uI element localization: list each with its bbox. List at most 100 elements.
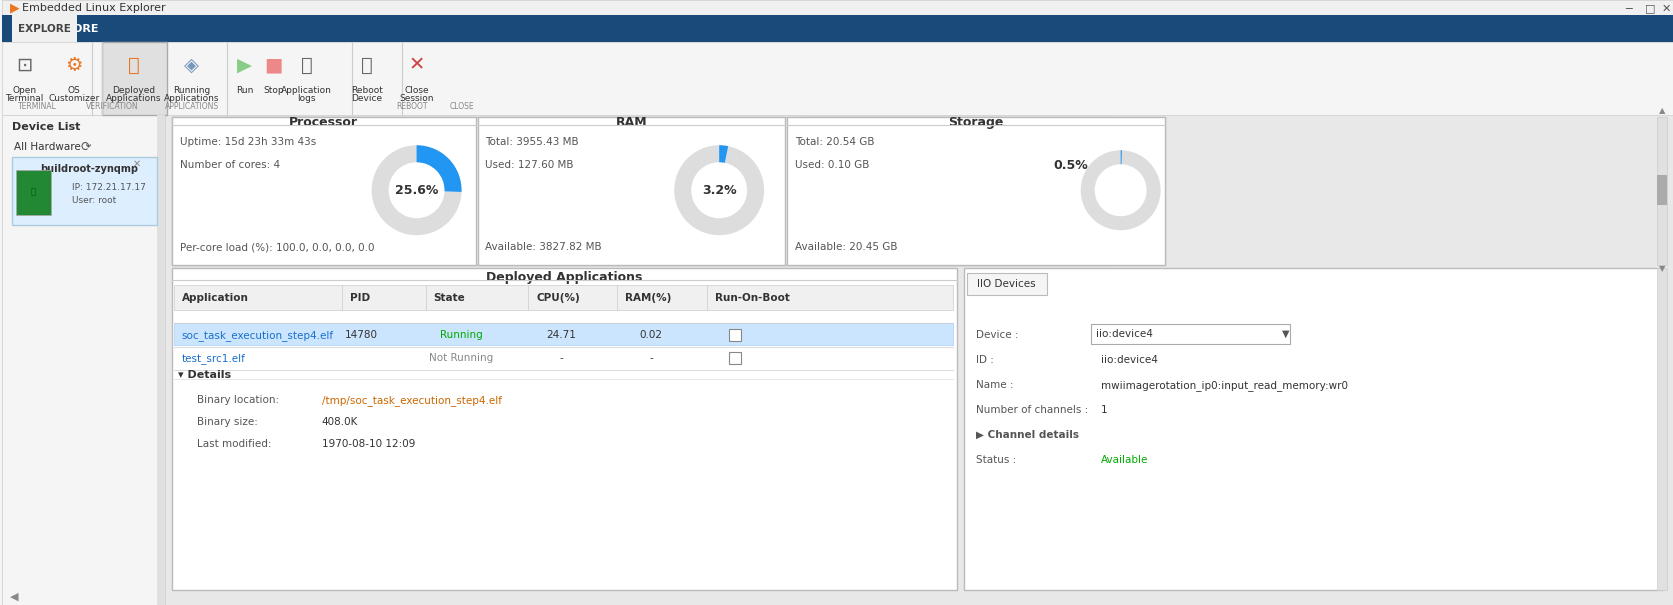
- Text: Uptime: 15d 23h 33m 43s: Uptime: 15d 23h 33m 43s: [179, 137, 316, 147]
- Bar: [172, 268, 957, 590]
- Text: Embedded Linux Explorer: Embedded Linux Explorer: [22, 4, 166, 13]
- Bar: [801, 117, 1109, 265]
- Text: Applications: Applications: [164, 94, 219, 103]
- Bar: [12, 157, 157, 225]
- Text: Application: Application: [182, 293, 249, 303]
- Bar: [729, 329, 741, 341]
- Text: 408.0K: 408.0K: [321, 417, 358, 427]
- Text: 0.02: 0.02: [639, 330, 663, 340]
- Bar: [967, 273, 1046, 295]
- Text: Storage: Storage: [947, 116, 1002, 129]
- Text: ▶: ▶: [10, 2, 20, 15]
- Text: iio:device4: iio:device4: [1101, 355, 1156, 365]
- Text: ■: ■: [264, 56, 283, 75]
- Bar: [964, 268, 1661, 590]
- Text: PID: PID: [350, 293, 370, 303]
- Text: ▼: ▼: [1658, 264, 1665, 273]
- Text: Deployed Applications: Deployed Applications: [485, 270, 642, 284]
- Text: User: root: User: root: [72, 196, 115, 204]
- Bar: [1656, 117, 1666, 265]
- Text: ◈: ◈: [184, 56, 199, 75]
- Text: RAM(%): RAM(%): [626, 293, 671, 303]
- Text: ─: ─: [1624, 4, 1631, 13]
- Text: Binary location:: Binary location:: [197, 395, 279, 405]
- Text: All Hardware: All Hardware: [13, 142, 80, 152]
- Bar: [786, 117, 1164, 265]
- Text: ✕: ✕: [132, 159, 141, 168]
- Bar: [12, 15, 77, 42]
- Text: CPU(%): CPU(%): [535, 293, 581, 303]
- Text: soc_task_execution_step4.elf: soc_task_execution_step4.elf: [182, 330, 335, 341]
- Text: 25.6%: 25.6%: [395, 184, 438, 197]
- Bar: [1656, 268, 1666, 590]
- Text: Name :: Name :: [975, 380, 1012, 390]
- Text: Reboot: Reboot: [351, 86, 383, 95]
- Bar: [102, 42, 167, 116]
- Text: Deployed: Deployed: [112, 86, 156, 95]
- Bar: [477, 117, 785, 265]
- Bar: [1091, 324, 1290, 344]
- Text: Status :: Status :: [975, 455, 1016, 465]
- Text: State: State: [433, 293, 465, 303]
- Text: Running: Running: [174, 86, 211, 95]
- Text: Session: Session: [400, 94, 433, 103]
- Text: 14780: 14780: [345, 330, 378, 340]
- Text: Applications: Applications: [105, 94, 162, 103]
- Bar: [1656, 175, 1666, 205]
- Text: Open: Open: [12, 86, 37, 95]
- Text: EXPLORE: EXPLORE: [18, 24, 70, 34]
- Text: Terminal: Terminal: [5, 94, 43, 103]
- Bar: [172, 117, 475, 265]
- Text: REBOOT: REBOOT: [395, 102, 427, 111]
- Text: logs: logs: [298, 94, 316, 103]
- Text: Run: Run: [236, 86, 253, 95]
- Text: ✕: ✕: [1661, 4, 1670, 13]
- Text: EXPLORE: EXPLORE: [42, 24, 99, 34]
- Text: ⚙: ⚙: [65, 56, 82, 75]
- Text: 3.2%: 3.2%: [701, 184, 736, 197]
- Text: ▲: ▲: [1658, 106, 1665, 115]
- Text: Close: Close: [405, 86, 428, 95]
- Text: Total: 3955.43 MB: Total: 3955.43 MB: [485, 137, 579, 147]
- Bar: [174, 323, 952, 345]
- Text: ⊡: ⊡: [17, 56, 32, 75]
- Text: mwiimagerotation_ip0:input_read_memory:wr0: mwiimagerotation_ip0:input_read_memory:w…: [1101, 380, 1347, 391]
- Text: IIO Devices: IIO Devices: [977, 279, 1036, 289]
- Text: APPLICATIONS: APPLICATIONS: [164, 102, 219, 111]
- Wedge shape: [674, 145, 763, 235]
- Text: Available: 3827.82 MB: Available: 3827.82 MB: [485, 242, 602, 252]
- Text: RAM: RAM: [616, 116, 647, 129]
- Text: iio:device4: iio:device4: [1096, 329, 1153, 339]
- Text: ▶: ▶: [238, 56, 253, 75]
- Text: Not Running: Not Running: [430, 353, 494, 363]
- Wedge shape: [719, 145, 728, 163]
- Text: TERMINAL: TERMINAL: [18, 102, 57, 111]
- Text: CLOSE: CLOSE: [448, 102, 473, 111]
- Text: Device :: Device :: [975, 330, 1017, 340]
- Text: Used: 0.10 GB: Used: 0.10 GB: [795, 160, 868, 170]
- Bar: [172, 117, 475, 265]
- Bar: [729, 352, 741, 364]
- Text: ⟳: ⟳: [80, 141, 90, 154]
- Text: ▶ Channel details: ▶ Channel details: [975, 430, 1077, 440]
- Text: 1: 1: [1101, 405, 1106, 415]
- Text: Binary size:: Binary size:: [197, 417, 258, 427]
- Text: Stop: Stop: [263, 86, 284, 95]
- Text: VERIFICATION: VERIFICATION: [85, 102, 139, 111]
- Text: Number of cores: 4: Number of cores: 4: [179, 160, 279, 170]
- Text: Used: 127.60 MB: Used: 127.60 MB: [485, 160, 574, 170]
- Text: 0.5%: 0.5%: [1052, 159, 1087, 172]
- Text: test_src1.elf: test_src1.elf: [182, 353, 246, 364]
- Text: ⏻: ⏻: [361, 56, 373, 75]
- Bar: [174, 285, 952, 310]
- Bar: [157, 116, 166, 605]
- Text: 24.71: 24.71: [545, 330, 576, 340]
- Bar: [2, 116, 1673, 605]
- Text: ⬛: ⬛: [30, 188, 35, 197]
- Text: □: □: [1645, 4, 1655, 13]
- Text: Total: 20.54 GB: Total: 20.54 GB: [795, 137, 873, 147]
- Text: 1970-08-10 12:09: 1970-08-10 12:09: [321, 439, 415, 449]
- Text: ID :: ID :: [975, 355, 994, 365]
- Text: ▾ Details: ▾ Details: [177, 370, 231, 380]
- Text: Per-core load (%): 100.0, 0.0, 0.0, 0.0: Per-core load (%): 100.0, 0.0, 0.0, 0.0: [179, 242, 375, 252]
